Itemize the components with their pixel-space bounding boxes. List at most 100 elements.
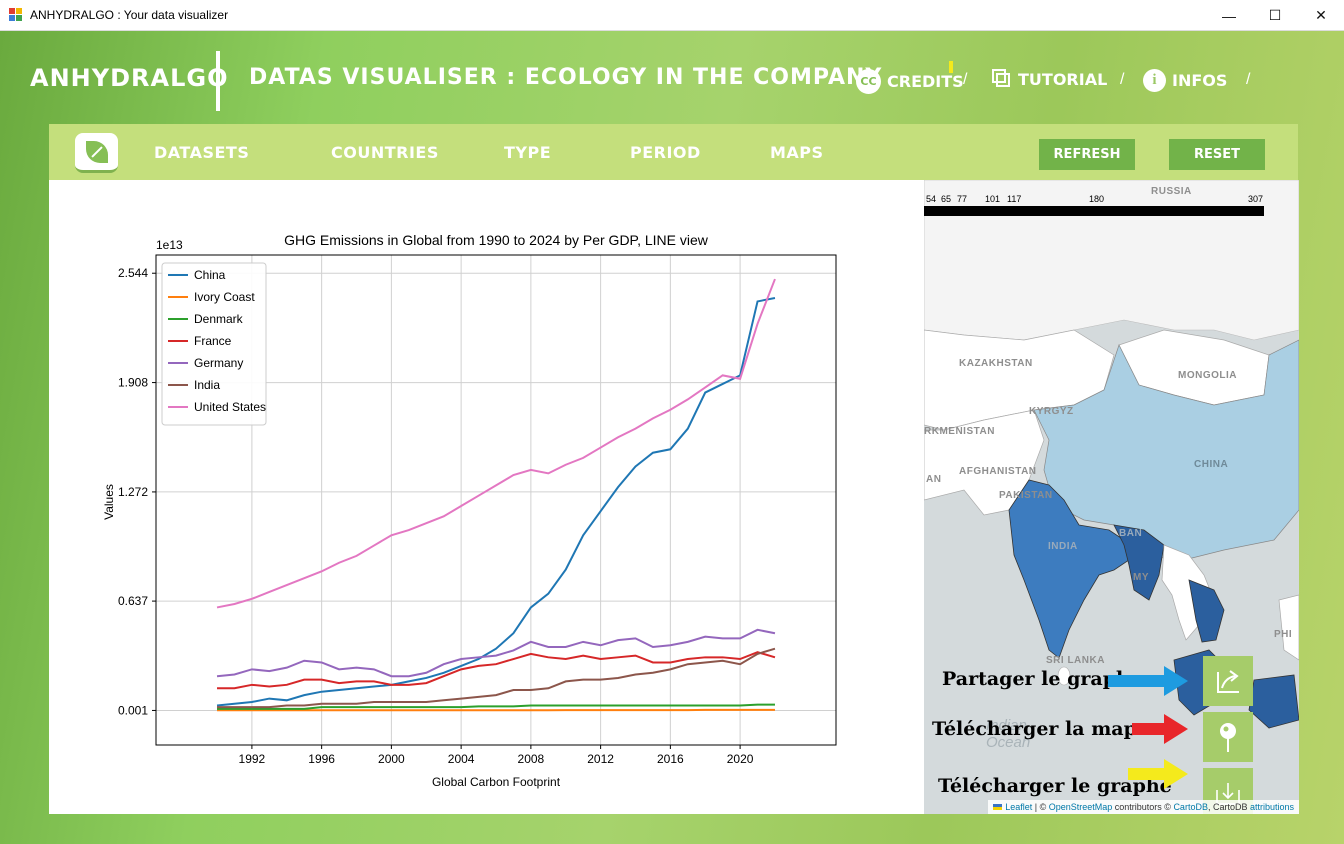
download-map-button[interactable] <box>1203 712 1253 762</box>
land-india <box>1008 479 1130 659</box>
legend-label: Germany <box>194 356 243 370</box>
app-header: ANHYDRALGO DATAS VISUALISER : ECOLOGY IN… <box>0 31 1344 123</box>
arrow-right-icon <box>1128 759 1188 789</box>
refresh-button[interactable]: REFRESH <box>1039 139 1135 170</box>
legend-label: France <box>194 334 232 348</box>
series-line-france <box>217 651 776 690</box>
x-tick-label: 2000 <box>378 752 405 766</box>
app-subtitle: DATAS VISUALISER : ECOLOGY IN THE COMPAN… <box>249 65 883 90</box>
map-attribution: Leaflet | © OpenStreetMap contributors ©… <box>988 800 1299 814</box>
tutorial-label: TUTORIAL <box>1018 69 1108 89</box>
series-line-india <box>217 647 776 709</box>
share-icon <box>1217 670 1239 693</box>
legend-tick: 101 <box>985 194 1000 204</box>
line-chart: 1992 1996 2000 2004 2008 2012 2016 2020 0.001 0.… <box>102 232 837 789</box>
window-title: ANHYDRALGO : Your data visualizer <box>30 8 229 22</box>
legend-label: Denmark <box>194 312 244 326</box>
y-multiplier: 1e13 <box>156 238 183 252</box>
x-tick-label: 2004 <box>448 752 475 766</box>
copy-pages-icon <box>992 69 1012 89</box>
cartodb-link[interactable]: CartoDB <box>1173 802 1208 812</box>
minimize-button[interactable]: — <box>1222 7 1236 24</box>
choropleth-map[interactable]: 54 65 77 101 117 180 307 RUSSIA KAZAKHST… <box>924 180 1299 814</box>
nav-maps[interactable]: MAPS <box>770 143 824 162</box>
infos-label: INFOS <box>1172 71 1228 90</box>
ukraine-flag-icon <box>993 804 1003 810</box>
map-pin-icon <box>1220 723 1236 752</box>
legend-tick: 180 <box>1089 194 1104 204</box>
legend-label: China <box>194 268 226 282</box>
x-tick-label: 2016 <box>657 752 684 766</box>
chart-title: GHG Emissions in Global from 1990 to 202… <box>284 232 709 248</box>
map-color-legend <box>924 206 1264 216</box>
tutorial-link[interactable]: TUTORIAL <box>992 69 1107 89</box>
y-tick-label: 1.272 <box>118 485 148 499</box>
chart-panel: 1992 1996 2000 2004 2008 2012 2016 2020 0.001 0.… <box>49 180 924 814</box>
map-label-ocean: Ocean <box>986 734 1030 751</box>
attribution-text: contributors © <box>1112 802 1174 812</box>
arrow-right-icon <box>1132 714 1188 744</box>
plot-frame <box>155 254 837 746</box>
land-sri-lanka <box>1057 666 1071 686</box>
x-axis-label: Global Carbon Footprint <box>432 775 561 789</box>
series-line-denmark <box>217 703 775 710</box>
map-label-china: CHINA <box>1194 459 1228 470</box>
land-myanmar <box>1113 524 1165 601</box>
y-axis-label: Values <box>102 484 116 520</box>
map-label-mongolia: MONGOLIA <box>1178 370 1237 381</box>
arrow-annotations <box>1108 666 1188 789</box>
attribution-text: , CartoDB <box>1207 802 1250 812</box>
map-label-ban: BAN <box>1119 528 1142 539</box>
nav-datasets[interactable]: DATASETS <box>154 143 250 162</box>
map-label-kyrgyz: KYRGYZ <box>1029 406 1074 417</box>
credits-marker <box>949 61 953 73</box>
attributions-link[interactable]: attributions <box>1249 802 1294 812</box>
land-philippines <box>1278 594 1299 661</box>
download-map-label: Télécharger la map <box>932 718 1137 740</box>
nav-type[interactable]: TYPE <box>504 143 552 162</box>
credits-label: CREDITS <box>887 72 964 91</box>
share-graph-button[interactable] <box>1203 656 1253 706</box>
map-panel[interactable]: 54 65 77 101 117 180 307 RUSSIA KAZAKHST… <box>924 180 1299 814</box>
y-tick-label: 1.908 <box>118 376 148 390</box>
x-tick-label: 2012 <box>587 752 614 766</box>
leaflet-link[interactable]: Leaflet <box>1005 802 1033 812</box>
osm-link[interactable]: OpenStreetMap <box>1048 802 1113 812</box>
legend-label: India <box>194 378 220 392</box>
credits-link[interactable]: CC CREDITS <box>856 69 964 94</box>
legend-tick: 54 <box>926 194 936 204</box>
land-russia <box>924 180 1299 341</box>
app-icon <box>9 8 23 22</box>
app-body: ANHYDRALGO DATAS VISUALISER : ECOLOGY IN… <box>0 31 1344 844</box>
maximize-button[interactable]: ☐ <box>1268 7 1282 23</box>
legend-label: Ivory Coast <box>194 290 255 304</box>
header-separator: / <box>1120 71 1125 88</box>
legend-tick: 307 <box>1248 194 1263 204</box>
series-line-united-states <box>216 278 776 609</box>
map-label-afghanistan: AFGHANISTAN <box>959 466 1037 477</box>
close-button[interactable]: ✕ <box>1315 7 1327 23</box>
infos-link[interactable]: i INFOS <box>1143 69 1227 92</box>
brand-logo-text: ANHYDRALGO <box>30 64 229 92</box>
x-tick-label: 1996 <box>308 752 335 766</box>
share-graph-label: Partager le graphe <box>942 668 1142 690</box>
home-leaf-button[interactable] <box>75 133 118 173</box>
y-tick-label: 0.637 <box>118 594 148 608</box>
map-label-indian: Indian <box>986 717 1027 734</box>
y-tick-label: 0.001 <box>118 703 148 717</box>
legend-tick: 77 <box>957 194 967 204</box>
x-tick-label: 1992 <box>239 752 266 766</box>
map-label-pakistan: PAKISTAN <box>999 490 1053 501</box>
map-label-russia: RUSSIA <box>1151 186 1192 197</box>
nav-countries[interactable]: COUNTRIES <box>331 143 439 162</box>
download-graph-label: Télécharger le graphe <box>938 775 1172 797</box>
attribution-text: | © <box>1032 802 1049 812</box>
window-titlebar: ANHYDRALGO : Your data visualizer — ☐ ✕ <box>0 0 1344 31</box>
legend-tick: 117 <box>1007 194 1021 204</box>
navigation-bar: DATASETS COUNTRIES TYPE PERIOD MAPS REFR… <box>49 124 1298 180</box>
x-tick-label: 2020 <box>727 752 754 766</box>
reset-button[interactable]: RESET <box>1169 139 1265 170</box>
nav-period[interactable]: PERIOD <box>630 143 701 162</box>
creative-commons-icon: CC <box>856 69 881 94</box>
map-label-phi: PHI <box>1274 629 1292 640</box>
